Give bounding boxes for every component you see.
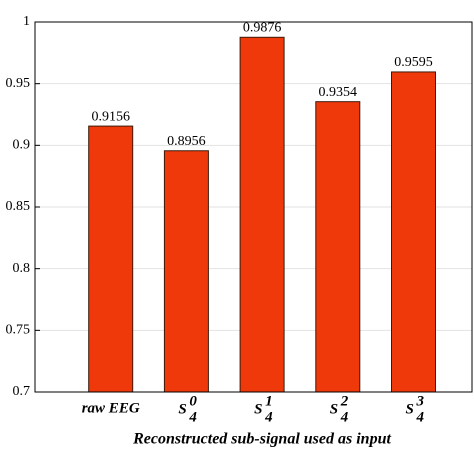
- x-tick-label: S 34: [406, 393, 425, 425]
- plot-frame: [34, 21, 473, 393]
- value-label: 0.9354: [319, 85, 358, 100]
- x-tick-sub: 4: [264, 409, 273, 425]
- y-tick-label: 1: [23, 14, 30, 29]
- x-tick-label: S 14: [254, 393, 273, 425]
- bar: [88, 125, 134, 393]
- x-tick-sup: 3: [416, 393, 425, 409]
- x-tick-sup: 1: [265, 393, 273, 409]
- x-tick-label: S 24: [330, 393, 349, 425]
- x-tick-sup: 2: [340, 393, 349, 409]
- x-tick-sub: 4: [416, 409, 425, 425]
- x-tick-base: S: [406, 401, 414, 417]
- y-tick-label: 0.75: [6, 323, 31, 338]
- bar: [315, 101, 361, 393]
- x-tick-base: S: [178, 401, 186, 417]
- y-tick-label: 0.9: [13, 138, 31, 153]
- x-tick-sub: 4: [340, 409, 349, 425]
- value-label: 0.9595: [394, 55, 433, 70]
- value-label: 0.9156: [91, 109, 130, 124]
- x-tick-label: S 04: [178, 393, 197, 425]
- y-tick-label: 0.85: [6, 199, 31, 214]
- x-axis-label: Reconstructed sub-signal used as input: [132, 431, 391, 448]
- bar: [391, 71, 436, 393]
- value-label: 0.9876: [243, 21, 282, 36]
- x-tick-base: S: [254, 401, 262, 417]
- y-tick-label: 0.7: [13, 384, 31, 399]
- y-tick-label: 0.8: [13, 261, 31, 276]
- value-label: 0.8956: [167, 134, 206, 149]
- x-tick-base: S: [330, 401, 338, 417]
- bar: [239, 36, 285, 393]
- x-tick-sup: 0: [189, 393, 197, 409]
- x-tick-label: raw EEG: [82, 400, 140, 416]
- y-tick-label: 0.95: [6, 76, 31, 91]
- bar: [163, 150, 209, 393]
- x-tick-sub: 4: [188, 409, 197, 425]
